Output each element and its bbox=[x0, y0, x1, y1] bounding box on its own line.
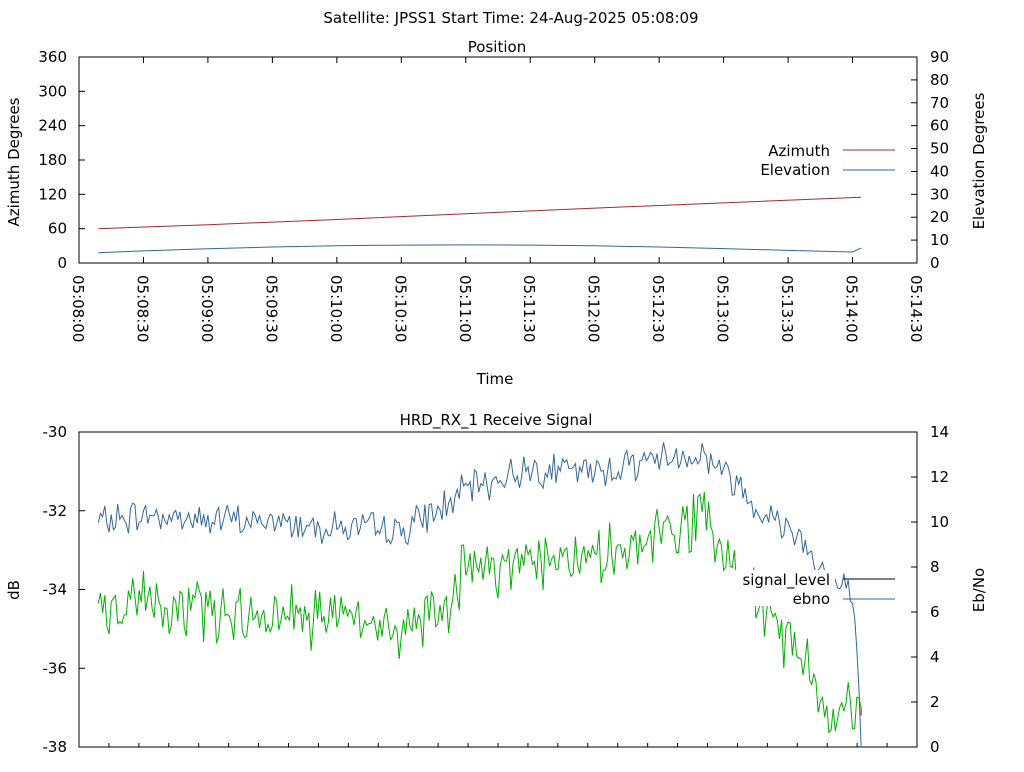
position-x-tick-label: 05:13:00 bbox=[714, 275, 732, 342]
position-x-tick-label: 05:08:00 bbox=[69, 275, 87, 342]
position-y2-axis: 0 10 20 30 40 50 60 70 80 90 bbox=[911, 48, 949, 272]
position-y2-tick-label: 70 bbox=[930, 94, 949, 112]
position-x-axis: 05:08:00 05:08:30 05:09:00 05:09:30 05:10:00… bbox=[69, 57, 925, 342]
position-y-tick-label: 240 bbox=[38, 117, 67, 135]
position-y-tick-label: 60 bbox=[48, 220, 67, 238]
position-y-tick-label: 360 bbox=[38, 48, 67, 66]
position-chart-title: Position bbox=[468, 38, 526, 56]
page-title: Satellite: JPSS1 Start Time: 24-Aug-2025… bbox=[323, 9, 698, 27]
signal-y2-axis: 0 2 4 6 8 10 12 14 bbox=[911, 423, 949, 756]
position-x-tick-label: 05:10:00 bbox=[327, 275, 345, 342]
signal-y2-tick-label: 2 bbox=[930, 693, 940, 711]
legend-azimuth-label: Azimuth bbox=[768, 142, 830, 160]
position-y2-tick-label: 90 bbox=[930, 48, 949, 66]
legend-background bbox=[735, 570, 835, 606]
elevation-series-line bbox=[98, 244, 862, 254]
position-plot-frame bbox=[78, 56, 918, 264]
legend-elevation-label: Elevation bbox=[760, 161, 830, 179]
position-y2-axis-label: Elevation Degrees bbox=[970, 92, 988, 229]
position-y-tick-label: 0 bbox=[57, 254, 67, 272]
position-y2-tick-label: 0 bbox=[930, 254, 940, 272]
position-x-tick-label: 05:12:00 bbox=[585, 275, 603, 342]
signal-y2-tick-label: 14 bbox=[930, 423, 949, 441]
position-chart: Position 0 60 120 180 240 300 360 0 10 20 30 40 50 6… bbox=[5, 38, 988, 388]
position-x-tick-label: 05:09:00 bbox=[198, 275, 216, 342]
position-x-tick-label: 05:10:30 bbox=[391, 275, 409, 342]
signal-y-axis-label: dB bbox=[5, 580, 23, 600]
ebno-series-line bbox=[97, 442, 862, 748]
position-y-axis-label: Azimuth Degrees bbox=[5, 97, 23, 226]
signal-y2-axis-label: Eb/No bbox=[970, 568, 988, 612]
position-x-tick-label: 05:14:00 bbox=[843, 275, 861, 342]
position-y-axis: 0 60 120 180 240 300 360 bbox=[38, 48, 85, 272]
signal-y2-tick-label: 10 bbox=[930, 513, 949, 531]
position-y-tick-label: 180 bbox=[38, 151, 67, 169]
signal-y2-tick-label: 12 bbox=[930, 468, 949, 486]
signal-y-tick-label: -38 bbox=[43, 738, 68, 756]
signal-y-tick-label: -36 bbox=[43, 659, 68, 677]
position-x-tick-label: 05:14:30 bbox=[907, 275, 925, 342]
position-x-tick-label: 05:11:00 bbox=[456, 275, 474, 342]
position-y2-tick-label: 80 bbox=[930, 71, 949, 89]
signal-y-tick-label: -34 bbox=[43, 581, 68, 599]
position-y2-tick-label: 10 bbox=[930, 231, 949, 249]
position-y2-tick-label: 30 bbox=[930, 185, 949, 203]
position-y2-tick-label: 20 bbox=[930, 208, 949, 226]
position-x-tick-label: 05:08:30 bbox=[133, 275, 151, 342]
position-x-tick-label: 05:11:30 bbox=[520, 275, 538, 342]
signal-y2-tick-label: 4 bbox=[930, 648, 940, 666]
signal-chart-title: HRD_RX_1 Receive Signal bbox=[400, 411, 593, 430]
azimuth-series-line bbox=[98, 196, 862, 230]
position-y2-tick-label: 50 bbox=[930, 140, 949, 158]
signal-y-tick-label: -30 bbox=[43, 423, 68, 441]
signal-y2-tick-label: 8 bbox=[930, 558, 940, 576]
position-y-tick-label: 300 bbox=[38, 82, 67, 100]
position-y2-tick-label: 40 bbox=[930, 162, 949, 180]
position-x-axis-label: Time bbox=[476, 370, 514, 388]
position-x-tick-label: 05:09:30 bbox=[262, 275, 280, 342]
signal-y-tick-label: -32 bbox=[43, 502, 68, 520]
position-x-tick-label: 05:13:30 bbox=[778, 275, 796, 342]
signal-level-series-line bbox=[97, 491, 862, 734]
signal-chart: HRD_RX_1 Receive Signal -38-36-34-32-30 … bbox=[5, 411, 988, 756]
legend-ebno-label: ebno bbox=[793, 590, 830, 608]
legend-signal-level-label: signal_level bbox=[742, 571, 830, 590]
signal-y-axis: -38 -36 -34 -32 -30 bbox=[43, 423, 85, 756]
position-x-tick-label: 05:12:30 bbox=[649, 275, 667, 342]
signal-x-axis bbox=[78, 743, 918, 747]
signal-y2-tick-label: 6 bbox=[930, 603, 940, 621]
position-y-tick-label: 120 bbox=[38, 185, 67, 203]
signal-y2-tick-label: 0 bbox=[930, 738, 940, 756]
position-y2-tick-label: 60 bbox=[930, 117, 949, 135]
